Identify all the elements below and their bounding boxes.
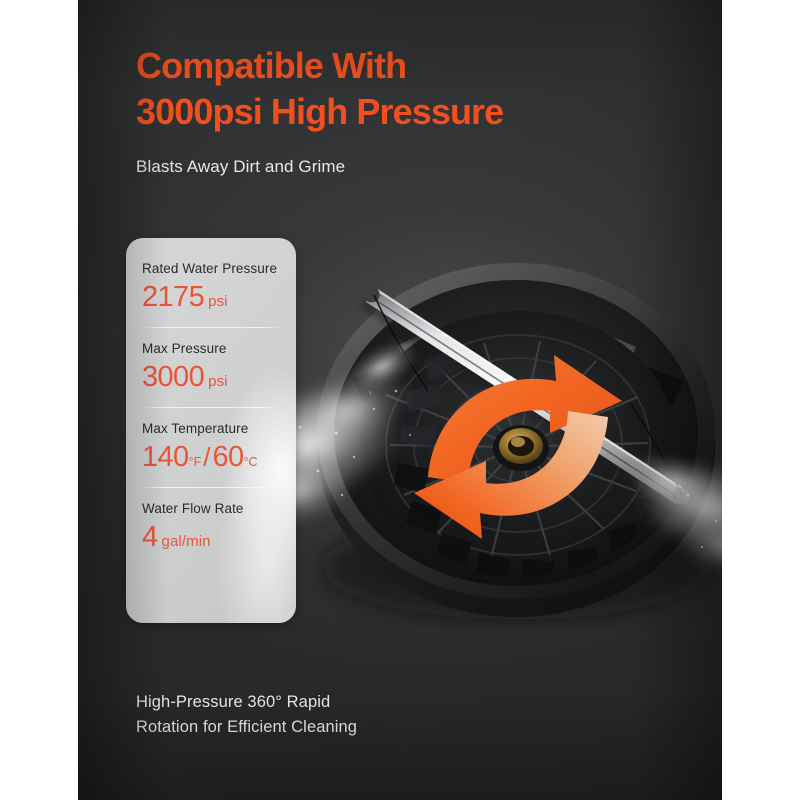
spec-value-number: 4 [142,521,158,553]
rotation-arrows-360 [414,355,622,539]
headline: Compatible With 3000psi High Pressure [136,43,504,135]
rotation-arrow-bottom [414,411,608,539]
spec-value-unit: gal/min [161,533,211,550]
spec-value-number: 3000 [142,361,205,393]
spec-value-unit-fahrenheit: °F [188,455,202,469]
spec-value-number-fahrenheit: 140 [142,441,189,473]
spec-row-max-pressure: Max Pressure 3000 psi [126,340,296,394]
spec-value-unit: psi [208,293,228,310]
caption-line-1: High-Pressure 360° Rapid [136,693,331,711]
spec-label: Water Flow Rate [142,501,244,516]
specifications-card: Rated Water Pressure 2175 psi Max Pressur… [126,238,296,623]
spec-row-water-flow-rate: Water Flow Rate 4 gal/min [126,500,296,554]
cleaner-center-hub [493,425,549,471]
spec-value-number-celsius: 60 [212,441,244,473]
spec-value-number: 2175 [142,281,205,313]
spec-row-rated-water-pressure: Rated Water Pressure 2175 psi [126,260,296,314]
spec-divider [142,327,280,328]
headline-line-2: 3000psi High Pressure [136,91,504,132]
spec-value-unit: psi [208,373,228,390]
caption-line-2: Rotation for Efficient Cleaning [136,718,358,736]
spec-label: Rated Water Pressure [142,261,278,276]
dark-background-panel: Compatible With 3000psi High Pressure Bl… [78,0,722,800]
spec-value: 2175 psi [142,281,280,314]
headline-line-1: Compatible With [136,45,407,86]
footer-caption: High-Pressure 360° Rapid Rotation for Ef… [136,690,357,740]
spec-divider [142,487,280,488]
spec-value: 4 gal/min [142,521,280,554]
spec-label: Max Temperature [142,421,249,436]
product-image-surface-cleaner [278,195,722,665]
rotation-arrow-top [428,355,622,483]
spec-divider [142,407,280,408]
spec-value: 3000 psi [142,361,280,394]
spec-row-max-temperature: Max Temperature 140°F/60°C [126,420,296,474]
spec-value-unit-celsius: °C [243,455,258,469]
spec-value: 140°F/60°C [142,441,280,474]
subheadline: Blasts Away Dirt and Grime [136,157,346,176]
spec-value-separator: / [203,442,211,472]
spec-label: Max Pressure [142,341,227,356]
